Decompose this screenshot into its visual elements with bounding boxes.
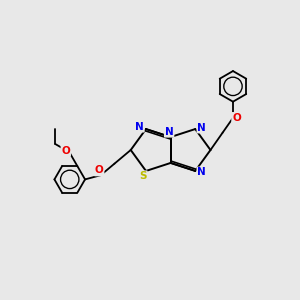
Text: S: S: [139, 171, 147, 181]
Text: N: N: [165, 127, 173, 137]
Text: N: N: [135, 122, 144, 132]
Text: O: O: [232, 113, 241, 123]
Text: N: N: [197, 123, 206, 133]
Text: N: N: [197, 167, 206, 177]
Text: O: O: [95, 166, 103, 176]
Text: O: O: [61, 146, 70, 156]
